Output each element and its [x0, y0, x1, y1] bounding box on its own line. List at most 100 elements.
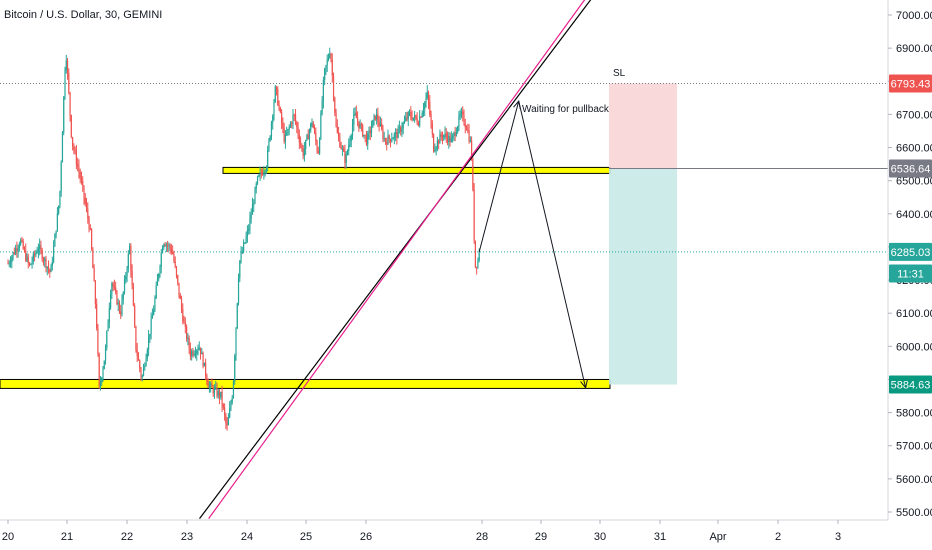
- candle-body: [44, 258, 46, 261]
- candle-body: [221, 391, 223, 405]
- candle-body: [313, 128, 316, 133]
- candle-body: [339, 137, 341, 147]
- candle-body: [416, 118, 418, 124]
- candle-body: [377, 114, 379, 122]
- upper-support-zone[interactable]: [222, 166, 611, 174]
- x-tick-label: 23: [181, 531, 193, 543]
- candle-body: [98, 353, 100, 387]
- take-profit-zone[interactable]: [609, 168, 677, 385]
- candle-body: [397, 128, 399, 139]
- candle-body: [170, 248, 172, 252]
- candle-countdown-text: 11:31: [897, 268, 924, 280]
- time-axis[interactable]: 20 21 22 23 24 25 26 28 29 30 31 Apr 2 3: [2, 520, 841, 543]
- candle-body: [278, 105, 280, 108]
- candle-body: [183, 321, 185, 324]
- lower-support-zone[interactable]: [0, 378, 611, 389]
- projection-arrow[interactable]: [478, 100, 588, 389]
- candle-body: [220, 391, 222, 398]
- candle-body: [296, 122, 298, 128]
- candle-body: [388, 135, 390, 139]
- candle-body: [450, 137, 452, 142]
- candle-body: [359, 124, 361, 128]
- trendlines-layer[interactable]: [199, 0, 592, 519]
- candle-body: [286, 133, 288, 135]
- candle-body: [469, 140, 471, 142]
- candle-body: [11, 257, 13, 263]
- candle-body: [80, 178, 83, 181]
- candle-body: [135, 326, 137, 351]
- candle-body: [69, 92, 71, 116]
- candle-body: [302, 148, 304, 157]
- candle-body: [136, 350, 138, 357]
- horizontal-lines-layer: [0, 82, 888, 253]
- candle-body: [134, 305, 136, 327]
- candle-body: [60, 162, 62, 192]
- candle-body: [293, 114, 295, 116]
- candle-body: [230, 402, 232, 409]
- candle-body: [106, 331, 108, 348]
- candle-body: [21, 240, 23, 241]
- candle-body: [206, 375, 208, 382]
- candle-body: [202, 352, 204, 367]
- candle-body: [474, 240, 476, 267]
- current-price-text: 6285.03: [891, 247, 931, 259]
- candle-body: [210, 383, 212, 387]
- candle-body: [421, 112, 423, 118]
- candle-body: [351, 124, 354, 136]
- candle-body: [389, 138, 392, 142]
- arrow-head-down: [580, 379, 588, 389]
- candle-body: [398, 127, 400, 129]
- candle-body: [236, 303, 238, 328]
- position-tool[interactable]: [609, 83, 888, 385]
- candle-body: [301, 145, 303, 149]
- candle-body: [203, 362, 205, 367]
- candle-body: [140, 368, 142, 378]
- candle-body: [369, 130, 371, 133]
- candle-body: [438, 140, 440, 144]
- x-tick-label: 30: [594, 531, 606, 543]
- candle-body: [15, 248, 17, 254]
- candle-body: [449, 135, 451, 142]
- magenta-trendline[interactable]: [208, 0, 586, 519]
- candle-body: [336, 126, 338, 133]
- candle-body: [317, 151, 319, 154]
- candle-body: [101, 378, 103, 383]
- candle-body: [381, 123, 383, 130]
- candle-body: [117, 302, 119, 305]
- candle-body: [379, 123, 381, 127]
- stop-loss-zone[interactable]: [609, 83, 677, 169]
- candle-body: [213, 388, 216, 394]
- black-trendline[interactable]: [199, 0, 592, 519]
- y-tick-label: 6600.00: [896, 143, 932, 155]
- candle-body: [308, 130, 311, 140]
- candle-body: [355, 112, 357, 119]
- candle-body: [237, 277, 240, 304]
- arrow-head-up: [513, 100, 521, 110]
- candle-body: [297, 127, 299, 136]
- candle-body: [53, 246, 55, 262]
- candle-body: [424, 102, 426, 110]
- candle-body: [330, 54, 332, 60]
- y-tick-label: 6500.00: [896, 176, 932, 188]
- x-tick-label: 26: [360, 531, 372, 543]
- price-axis[interactable]: 5500.005600.005700.005800.005900.006000.…: [888, 10, 932, 519]
- candle-body: [458, 115, 460, 127]
- entry-level-badge: [889, 159, 932, 178]
- candle-body: [300, 142, 302, 146]
- candle-body: [17, 247, 19, 251]
- candle-body: [45, 258, 47, 269]
- sl-level-badge: [889, 74, 932, 93]
- candle-body: [37, 249, 39, 253]
- y-tick-label: 6700.00: [896, 109, 932, 121]
- candle-body: [125, 276, 127, 280]
- candle-body: [316, 141, 318, 152]
- candle-body: [42, 259, 45, 261]
- candle-body: [55, 230, 57, 235]
- candle-body: [46, 266, 48, 269]
- candle-body: [150, 318, 152, 334]
- candle-body: [254, 188, 256, 204]
- candle-body: [322, 80, 324, 102]
- candle-body: [191, 351, 193, 357]
